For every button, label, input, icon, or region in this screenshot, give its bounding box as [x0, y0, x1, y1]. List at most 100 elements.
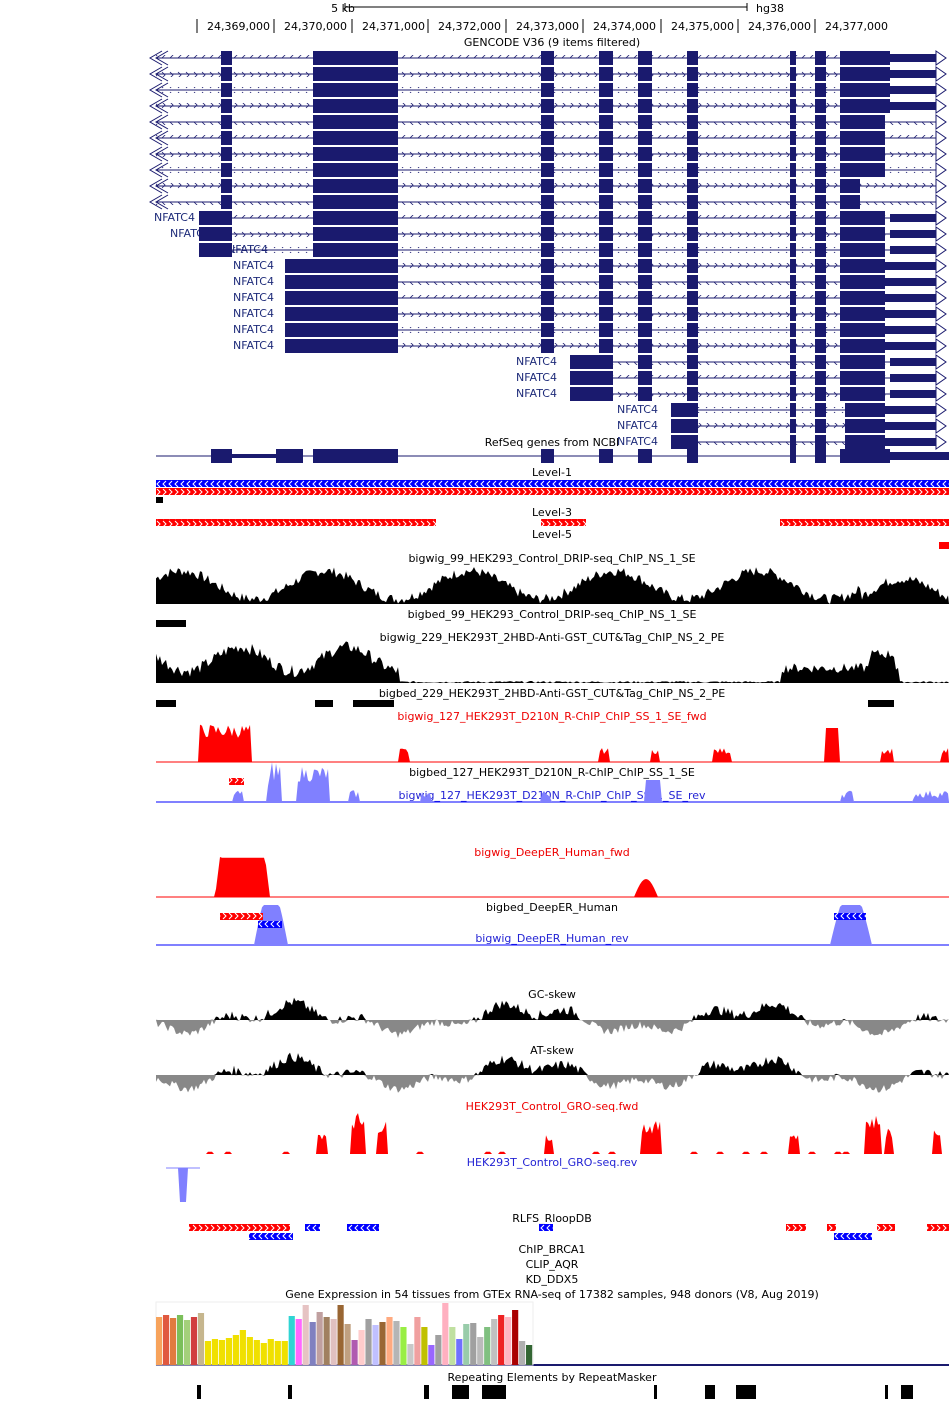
transcript-exon: [840, 243, 885, 257]
transcript-exon: [599, 291, 613, 305]
transcript-end-arrow: [935, 82, 947, 98]
gene-label-nfatc4[interactable]: NFATC4: [233, 275, 274, 288]
gene-label-nfatc4[interactable]: NFATC4: [617, 435, 658, 448]
transcript-exon: [313, 51, 398, 65]
transcript-row: [285, 338, 947, 354]
track-deeperrev-title[interactable]: bigwig_DeepER_Human_rev: [475, 932, 629, 945]
track-gcskew-title[interactable]: GC-skew: [528, 988, 576, 1001]
repeat-element: [197, 1385, 201, 1399]
track-deeperbb-title[interactable]: bigbed_DeepER_Human: [485, 901, 619, 914]
track-bw99-title[interactable]: bigwig_99_HEK293_Control_DRIP-seq_ChIP_N…: [408, 552, 696, 565]
transcript-exon: [638, 131, 652, 145]
gene-label-nfatc4[interactable]: NFATC4: [233, 339, 274, 352]
track-bw229-title[interactable]: bigwig_229_HEK293T_2HBD-Anti-GST_CUT&Tag…: [379, 631, 725, 644]
transcript-utr: [890, 70, 936, 78]
bigwig-99-signal: [156, 567, 949, 604]
gene-label-nfatc4[interactable]: NFATC4: [233, 259, 274, 272]
transcript-row: [671, 434, 947, 450]
gene-label-nfatc4[interactable]: NFATC4: [233, 323, 274, 336]
gtex-tissue-bar: [197, 1313, 205, 1365]
track-bb229-title[interactable]: bigbed_229_HEK293T_2HBD-Anti-GST_CUT&Tag…: [378, 687, 726, 700]
transcript-exon: [638, 211, 652, 225]
transcript-exon: [687, 291, 698, 305]
transcript-exon: [790, 163, 796, 177]
track-gtex-title[interactable]: Gene Expression in 54 tissues from GTEx …: [285, 1288, 819, 1301]
track-deeperfwd-title[interactable]: bigwig_DeepER_Human_fwd: [474, 846, 630, 859]
transcript-exon: [541, 291, 554, 305]
gtex-tissue-bar: [337, 1305, 344, 1365]
transcript-exon: [285, 323, 322, 337]
track-refseq-title[interactable]: RefSeq genes from NCBI: [484, 436, 620, 449]
gtex-tissue-bar: [428, 1345, 435, 1365]
transcript-utr: [885, 438, 936, 446]
transcript-exon: [599, 371, 613, 385]
transcript-exon: [687, 323, 698, 337]
gene-label-nfatc4[interactable]: NFATC4: [516, 355, 557, 368]
transcript-utr: [890, 214, 936, 222]
transcript-exon: [815, 371, 826, 385]
track-grofwd-title[interactable]: HEK293T_Control_GRO-seq.fwd: [465, 1100, 639, 1113]
track-gencode-title[interactable]: GENCODE V36 (9 items filtered): [463, 36, 641, 49]
gene-label-nfatc4[interactable]: NFATC4: [617, 403, 658, 416]
track-grorev-title[interactable]: HEK293T_Control_GRO-seq.rev: [466, 1156, 638, 1169]
refseq-exon: [276, 449, 303, 463]
track-bw127fwd-title[interactable]: bigwig_127_HEK293T_D210N_R-ChIP_ChIP_SS_…: [397, 710, 707, 723]
refseq-utr: [890, 452, 949, 460]
transcript-exon: [815, 259, 826, 273]
refseq-exon: [211, 449, 232, 463]
transcript-exon: [285, 291, 322, 305]
transcript-exon: [815, 211, 826, 225]
gtex-tissue-bar: [400, 1327, 407, 1365]
track-level3-title[interactable]: Level-3: [531, 506, 573, 519]
track-atskew-title[interactable]: AT-skew: [530, 1044, 574, 1057]
transcript-exon: [541, 307, 554, 321]
repeat-element: [424, 1385, 429, 1399]
refseq-exon: [687, 449, 698, 463]
track-bb127-title[interactable]: bigbed_127_HEK293T_D210N_R-ChIP_ChIP_SS_…: [409, 766, 695, 779]
gtex-tissue-bar: [512, 1310, 519, 1365]
transcript-exon: [221, 195, 232, 209]
gtex-tissue-bar: [463, 1324, 470, 1365]
gene-label-nfatc4[interactable]: NFATC4: [516, 387, 557, 400]
transcript-end-arrow: [149, 98, 169, 114]
gene-label-nfatc4[interactable]: NFATC4: [233, 291, 274, 304]
track-bb99-title[interactable]: bigbed_99_HEK293_Control_DRIP-seq_ChIP_N…: [407, 608, 697, 621]
track-rlfs-title[interactable]: RLFS_RloopDB: [512, 1212, 592, 1225]
transcript-exon: [815, 403, 826, 417]
track-bw127rev-title[interactable]: bigwig_127_HEK293T_D210N_R-ChIP_ChIP_SS_…: [398, 789, 706, 802]
transcript-exon: [790, 355, 796, 369]
transcript-exon: [285, 339, 322, 353]
refseq-utr: [232, 454, 276, 458]
track-level1-title[interactable]: Level-1: [531, 466, 573, 479]
transcript-exon: [599, 243, 613, 257]
gtex-tissue-bar: [365, 1319, 372, 1365]
track-rmsk-title[interactable]: Repeating Elements by RepeatMasker: [447, 1371, 657, 1384]
transcript-row: [570, 370, 947, 386]
track-level5-title[interactable]: Level-5: [531, 528, 573, 541]
transcript-end-arrow: [149, 178, 169, 194]
gene-label-nfatc4[interactable]: NFATC4: [516, 371, 557, 384]
gene-label-nfatc4[interactable]: NFATC4: [154, 211, 195, 224]
transcript-end-arrow: [149, 162, 169, 178]
track-brca1-title[interactable]: ChIP_BRCA1: [518, 1243, 586, 1256]
track-ddx5-title[interactable]: KD_DDX5: [525, 1273, 579, 1286]
gene-label-nfatc4[interactable]: NFATC4: [233, 307, 274, 320]
transcript-exon: [687, 259, 698, 273]
transcript-exon: [599, 99, 613, 113]
rlfs-rev-block-chevrons: [249, 1233, 293, 1240]
gtex-tissue-bar: [253, 1340, 260, 1365]
transcript-exon: [638, 387, 652, 401]
bigwig-229-signal: [156, 641, 949, 683]
transcript-exon: [599, 67, 613, 81]
gtex-tissue-bar: [323, 1317, 330, 1365]
gtex-tissue-bar: [519, 1341, 526, 1365]
transcript-exon: [313, 147, 398, 161]
track-aqr-title[interactable]: CLIP_AQR: [525, 1258, 579, 1271]
transcript-end-arrow: [149, 66, 169, 82]
transcript-exon: [815, 195, 826, 209]
transcript-exon: [199, 243, 232, 257]
transcript-exon: [221, 115, 232, 129]
transcript-end-arrow: [149, 50, 169, 66]
gene-label-nfatc4[interactable]: NFATC4: [617, 419, 658, 432]
